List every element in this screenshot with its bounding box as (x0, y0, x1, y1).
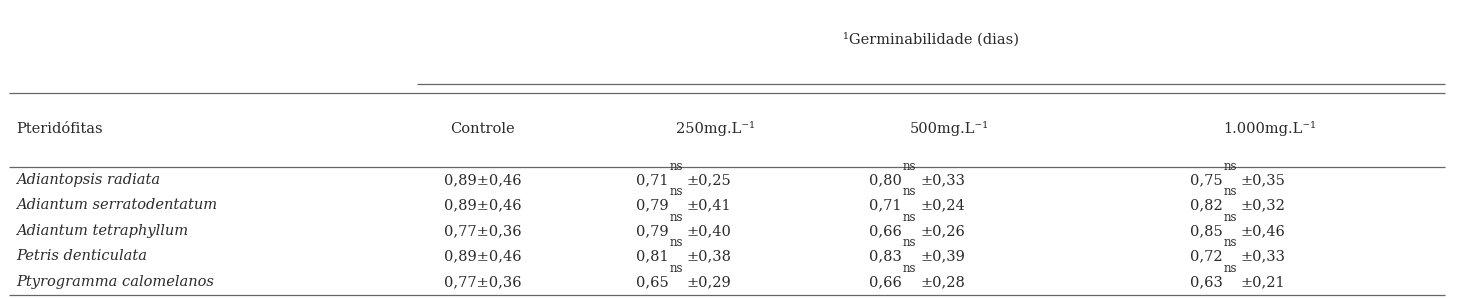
Text: 0,81: 0,81 (636, 249, 668, 263)
Text: Ptyrogramma calomelanos: Ptyrogramma calomelanos (16, 275, 213, 289)
Text: ±0,46: ±0,46 (1240, 224, 1286, 238)
Text: 0,71: 0,71 (869, 199, 901, 213)
Text: 0,89±0,46: 0,89±0,46 (444, 199, 522, 213)
Text: 0,79: 0,79 (636, 199, 668, 213)
Text: ns: ns (903, 160, 916, 173)
Text: 0,82: 0,82 (1189, 199, 1223, 213)
Text: Adiantum tetraphyllum: Adiantum tetraphyllum (16, 224, 188, 238)
Text: ns: ns (669, 236, 682, 249)
Text: 0,66: 0,66 (869, 275, 901, 289)
Text: ±0,33: ±0,33 (1240, 249, 1286, 263)
Text: 0,77±0,36: 0,77±0,36 (444, 275, 522, 289)
Text: 0,77±0,36: 0,77±0,36 (444, 224, 522, 238)
Text: ±0,32: ±0,32 (1240, 199, 1286, 213)
Text: ±0,29: ±0,29 (687, 275, 732, 289)
Text: 0,89±0,46: 0,89±0,46 (444, 173, 522, 187)
Text: ¹Germinabilidade (dias): ¹Germinabilidade (dias) (843, 33, 1018, 47)
Text: ns: ns (903, 185, 916, 198)
Text: ±0,35: ±0,35 (1240, 173, 1286, 187)
Text: ns: ns (669, 211, 682, 224)
Text: ns: ns (669, 185, 682, 198)
Text: ±0,21: ±0,21 (1240, 275, 1286, 289)
Text: 0,65: 0,65 (636, 275, 669, 289)
Text: Petris denticulata: Petris denticulata (16, 249, 148, 263)
Text: 500mg.L⁻¹: 500mg.L⁻¹ (910, 121, 989, 136)
Text: ±0,38: ±0,38 (687, 249, 732, 263)
Text: ns: ns (903, 211, 916, 224)
Text: Pteridófitas: Pteridófitas (16, 122, 102, 136)
Text: ±0,40: ±0,40 (687, 224, 732, 238)
Text: 0,83: 0,83 (869, 249, 901, 263)
Text: 0,66: 0,66 (869, 224, 901, 238)
Text: Adiantum serratodentatum: Adiantum serratodentatum (16, 199, 218, 213)
Text: ±0,25: ±0,25 (687, 173, 732, 187)
Text: ±0,28: ±0,28 (920, 275, 964, 289)
Text: ns: ns (1223, 185, 1237, 198)
Text: Adiantopsis radiata: Adiantopsis radiata (16, 173, 161, 187)
Text: ±0,26: ±0,26 (920, 224, 964, 238)
Text: 0,79: 0,79 (636, 224, 668, 238)
Text: ns: ns (669, 262, 682, 275)
Text: ns: ns (669, 160, 682, 173)
Text: 0,72: 0,72 (1189, 249, 1223, 263)
Text: ns: ns (903, 262, 916, 275)
Text: 0,71: 0,71 (636, 173, 668, 187)
Text: ns: ns (1223, 160, 1237, 173)
Text: ±0,39: ±0,39 (920, 249, 964, 263)
Text: ns: ns (903, 236, 916, 249)
Text: Controle: Controle (450, 122, 514, 136)
Text: 250mg.L⁻¹: 250mg.L⁻¹ (676, 121, 755, 136)
Text: ns: ns (1223, 236, 1237, 249)
Text: 0,85: 0,85 (1189, 224, 1223, 238)
Text: 0,89±0,46: 0,89±0,46 (444, 249, 522, 263)
Text: ±0,24: ±0,24 (920, 199, 964, 213)
Text: ±0,41: ±0,41 (687, 199, 732, 213)
Text: ns: ns (1223, 211, 1237, 224)
Text: 0,63: 0,63 (1189, 275, 1223, 289)
Text: ±0,33: ±0,33 (920, 173, 966, 187)
Text: 1.000mg.L⁻¹: 1.000mg.L⁻¹ (1223, 121, 1316, 136)
Text: 0,75: 0,75 (1189, 173, 1223, 187)
Text: ns: ns (1223, 262, 1237, 275)
Text: 0,80: 0,80 (869, 173, 901, 187)
